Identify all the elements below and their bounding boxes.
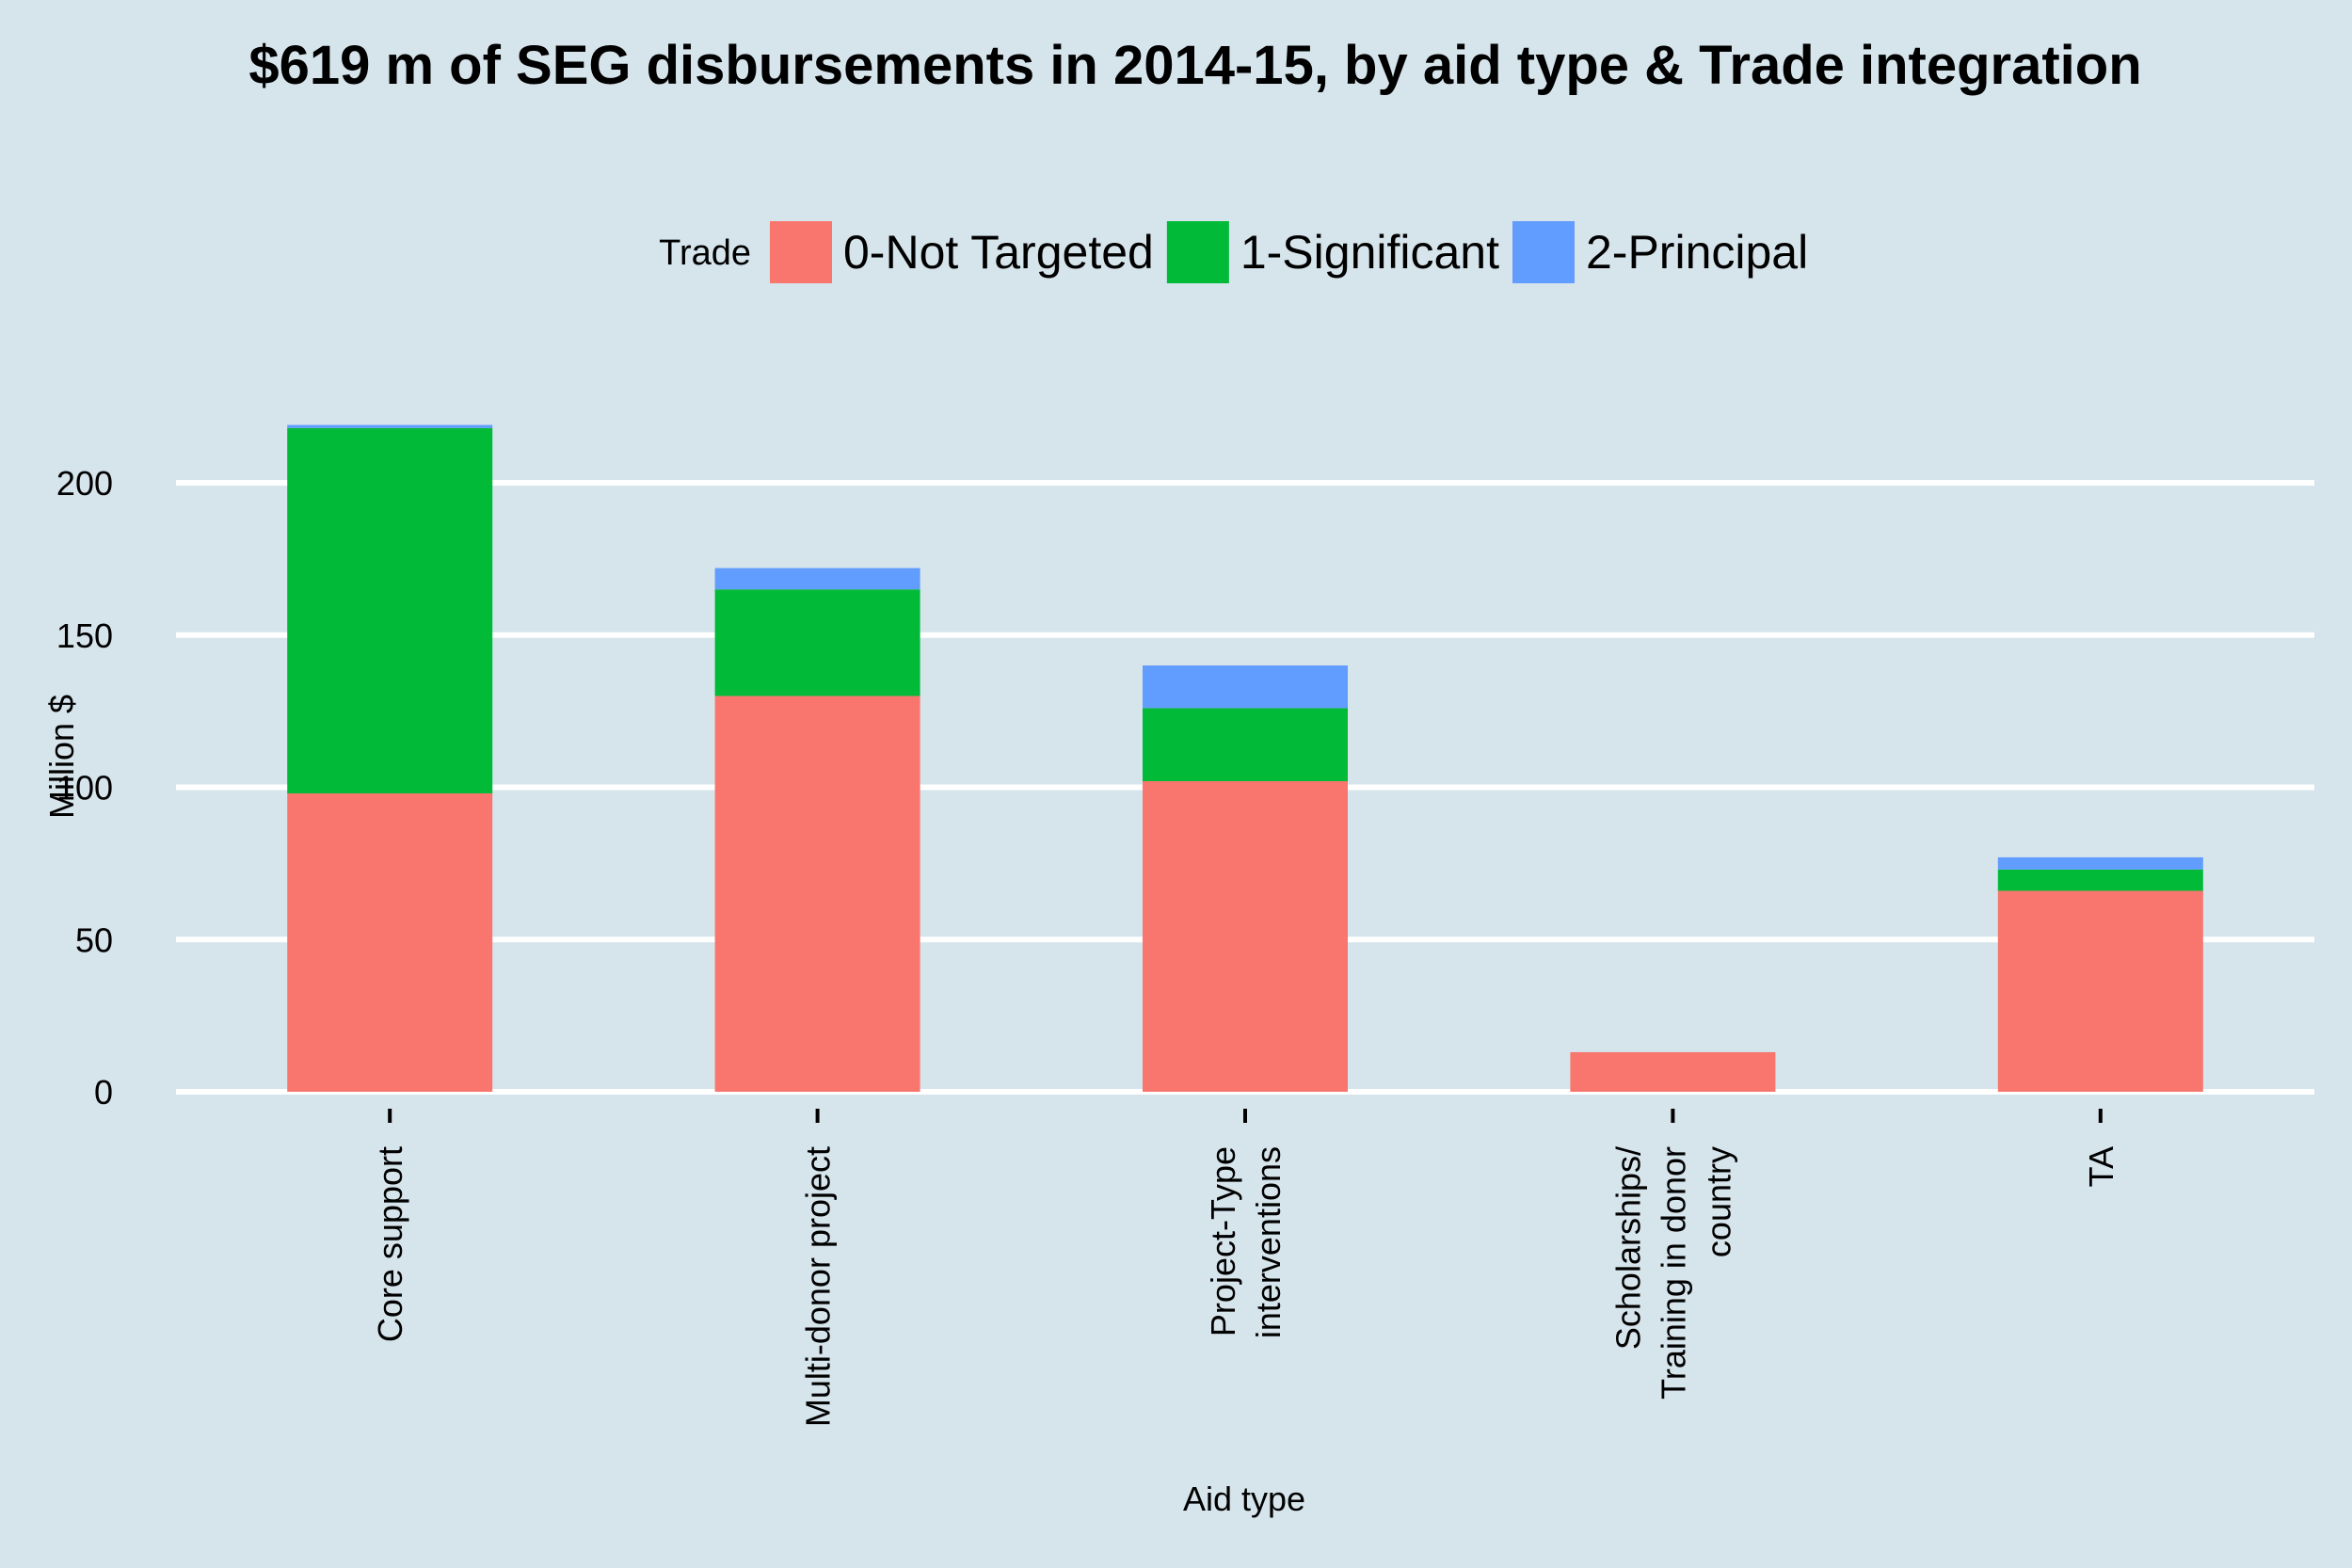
x-axis-label: Aid type — [1183, 1480, 1305, 1518]
bar-1-2 — [1143, 708, 1348, 782]
x-tick-label: TA — [2082, 1146, 2120, 1187]
legend-title: Trade — [659, 233, 751, 273]
y-tick-label: 50 — [75, 920, 113, 959]
legend-swatch-2 — [1512, 221, 1575, 283]
bar-1-4 — [1997, 869, 2203, 891]
legend: Trade 0-Not Targeted 1-Significant 2-Princ… — [659, 221, 1808, 283]
bar-2-2 — [1143, 665, 1348, 709]
x-axis-ticks: Core support Multi-donor project Project-T… — [371, 1109, 2120, 1427]
y-tick-label: 100 — [56, 769, 113, 808]
bar-1-0 — [287, 427, 493, 793]
legend-label-2: 2-Principal — [1586, 226, 1808, 279]
legend-label-0: 0-Not Targeted — [843, 226, 1154, 279]
bar-2-4 — [1997, 856, 2203, 870]
bar-0-2 — [1143, 781, 1348, 1092]
x-tick-label: Core support — [371, 1146, 409, 1342]
bars — [287, 424, 2203, 1092]
bar-0-1 — [714, 696, 920, 1092]
chart-title: $619 m of SEG disbursements in 2014-15, … — [248, 35, 2142, 96]
x-tick-label: Scholarships/ — [1608, 1146, 1647, 1350]
y-tick-label: 200 — [56, 464, 113, 503]
x-tick-label: interventions — [1249, 1146, 1288, 1338]
x-tick-label: Training in donor — [1654, 1146, 1692, 1400]
legend-label-1: 1-Significant — [1240, 226, 1499, 279]
bar-0-0 — [287, 792, 493, 1092]
legend-swatch-1 — [1166, 221, 1229, 283]
y-tick-label: 0 — [94, 1073, 113, 1112]
y-axis-label: Million $ — [42, 695, 81, 819]
legend-swatch-0 — [770, 221, 832, 283]
x-tick-label: Multi-donor project — [799, 1146, 838, 1427]
bar-1-1 — [714, 589, 920, 696]
bar-2-0 — [287, 424, 493, 428]
x-tick-label: Project-Type — [1204, 1146, 1242, 1336]
bar-0-4 — [1997, 890, 2203, 1092]
bar-0-3 — [1570, 1051, 1776, 1092]
y-axis-ticks: 0 50 100 150 200 — [56, 464, 113, 1112]
y-tick-label: 150 — [56, 616, 113, 655]
x-tick-label: country — [1699, 1146, 1737, 1257]
bar-2-1 — [714, 568, 920, 590]
